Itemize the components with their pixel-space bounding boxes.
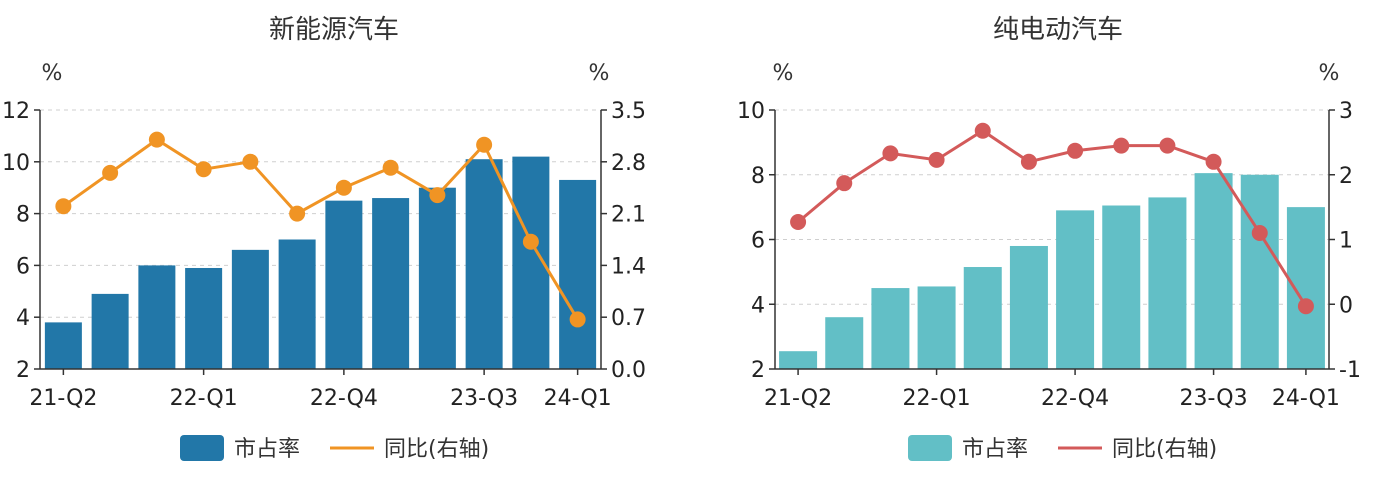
bar — [231, 249, 269, 369]
legend-line-label: 同比(右轴) — [384, 437, 489, 462]
line-point — [148, 131, 165, 148]
left-tick-label: 2 — [751, 358, 765, 383]
line-point — [882, 145, 899, 162]
series-line — [797, 128, 1308, 307]
x-tick-label: 22-Q1 — [170, 386, 238, 411]
legend-bar-label: 市占率 — [962, 437, 1028, 462]
bar — [871, 288, 910, 369]
x-tick-label: 22-Q1 — [903, 386, 971, 411]
line-point — [1067, 142, 1084, 159]
bar — [185, 267, 223, 369]
bar — [325, 200, 363, 369]
legend-bar-label: 市占率 — [234, 437, 300, 462]
right-tick-label: 1.4 — [611, 254, 646, 279]
bar — [418, 187, 456, 369]
bar — [1194, 173, 1233, 369]
legend-bar-swatch — [180, 435, 224, 461]
bar — [1286, 207, 1325, 369]
right-tick-label: 2.1 — [611, 203, 646, 228]
line-point — [55, 198, 72, 215]
bar — [278, 239, 316, 369]
right-tick-label: 0.0 — [611, 358, 646, 383]
right-tick-label: 0 — [1339, 293, 1353, 318]
line-point — [836, 175, 853, 192]
x-tick-label: 21-Q2 — [764, 386, 832, 411]
bar — [91, 293, 129, 369]
x-tick-label: 21-Q2 — [29, 386, 97, 411]
left-tick-label: 4 — [16, 306, 30, 331]
chart-title: 新能源汽车 — [269, 15, 399, 45]
left-tick-label: 4 — [751, 293, 765, 318]
legend-line-label: 同比(右轴) — [1112, 437, 1217, 462]
right-tick-label: 2 — [1339, 164, 1353, 189]
right-tick-label: 0.7 — [611, 306, 646, 331]
line-point — [195, 161, 212, 178]
left-tick-label: 10 — [737, 99, 765, 124]
line-point — [289, 205, 306, 222]
bar — [44, 322, 82, 369]
right-axis-unit: % — [1319, 61, 1340, 86]
right-tick-label: 2.8 — [611, 151, 646, 176]
line-point — [522, 233, 539, 250]
right-axis-unit: % — [589, 61, 610, 86]
x-tick-label: 22-Q4 — [1041, 386, 1109, 411]
line-point — [569, 311, 586, 328]
bar — [917, 286, 956, 369]
bar — [559, 179, 597, 369]
line-point — [476, 136, 493, 153]
left-tick-label: 6 — [16, 254, 30, 279]
line-point — [1251, 225, 1268, 242]
x-tick-label: 22-Q4 — [310, 386, 378, 411]
bar — [1240, 174, 1279, 369]
right-tick-label: 1 — [1339, 229, 1353, 254]
line-point — [382, 159, 399, 176]
bar — [1009, 245, 1048, 369]
left-tick-label: 8 — [16, 203, 30, 228]
left-axis-unit: % — [773, 61, 794, 86]
bar — [1148, 197, 1187, 369]
bar — [138, 265, 176, 369]
legend-bar-swatch — [908, 435, 952, 461]
line-point — [1020, 153, 1037, 170]
left-tick-label: 6 — [751, 229, 765, 254]
x-tick-label: 23-Q3 — [450, 386, 518, 411]
line-point — [1297, 298, 1314, 315]
bar — [779, 351, 818, 369]
left-axis-unit: % — [42, 61, 63, 86]
bar — [1056, 210, 1095, 369]
x-tick-label: 24-Q1 — [544, 386, 612, 411]
x-tick-label: 24-Q1 — [1272, 386, 1340, 411]
line-point — [335, 179, 352, 196]
left-tick-label: 2 — [16, 358, 30, 383]
right-tick-label: 3 — [1339, 99, 1353, 124]
bar — [825, 317, 864, 369]
left-tick-label: 10 — [2, 151, 30, 176]
bar — [465, 159, 503, 369]
bar — [372, 198, 410, 369]
line-point — [1205, 153, 1222, 170]
line-point — [102, 164, 119, 181]
right-tick-label: -1 — [1339, 358, 1361, 383]
line-point — [1113, 137, 1130, 154]
chart-1: 新能源汽车% % 2 4 6 8 10 12 0.0 0.7 1.4 2.1 2.8 3.5 21-Q2 22… — [2, 15, 646, 462]
bar — [963, 267, 1002, 369]
line-point — [974, 122, 991, 139]
bar — [1102, 205, 1141, 369]
line-point — [928, 151, 945, 168]
line-point — [429, 187, 446, 204]
chart-2: 纯电动汽车% % 2 4 6 8 10 -1 0 1 2 3 21-Q2 22-Q1 22-Q4 23-Q3 2… — [737, 15, 1361, 462]
right-tick-label: 3.5 — [611, 99, 646, 124]
left-tick-label: 12 — [2, 99, 30, 124]
chart-title: 纯电动汽车 — [993, 15, 1123, 45]
left-tick-label: 8 — [751, 164, 765, 189]
line-point — [242, 153, 259, 170]
x-tick-label: 23-Q3 — [1180, 386, 1248, 411]
series-line — [62, 137, 579, 321]
line-point — [1159, 137, 1176, 154]
line-point — [790, 214, 807, 231]
